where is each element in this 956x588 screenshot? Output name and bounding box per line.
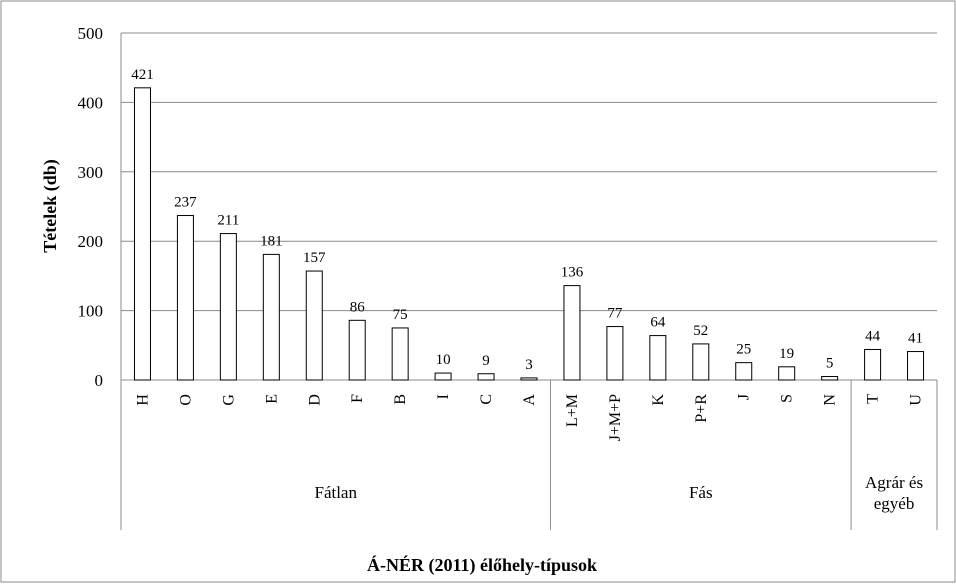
category-label: H <box>134 394 151 406</box>
y-tick-label: 200 <box>78 232 104 251</box>
data-label: 136 <box>561 265 584 281</box>
bar-O <box>176 215 194 381</box>
category-label: K <box>650 394 667 406</box>
category-label: U <box>908 394 925 406</box>
category-labels: H O G E D F B I C A L+M J+M+P K P+R J S N T U <box>134 394 924 442</box>
category-label: O <box>177 394 194 406</box>
bar-S <box>778 366 796 381</box>
bar-H <box>133 87 151 381</box>
bar-L+M <box>563 285 581 381</box>
category-label: F <box>349 394 366 403</box>
category-label: I <box>435 394 452 399</box>
data-label: 25 <box>736 342 751 358</box>
data-label: 77 <box>607 306 623 322</box>
bars <box>133 87 925 381</box>
data-label: 19 <box>779 346 794 362</box>
category-label: A <box>521 394 538 406</box>
data-labels: 421 237 211 181 157 86 75 10 9 3 136 77 64 52 25 19 5 44 4… <box>131 67 923 373</box>
group-label: Agrár és <box>865 473 923 492</box>
y-tick-label: 400 <box>78 93 104 112</box>
category-label: E <box>263 394 280 404</box>
bar-C <box>477 373 495 381</box>
data-label: 9 <box>482 353 490 369</box>
y-tick-labels: 0 100 200 300 400 500 <box>78 24 104 390</box>
category-label: C <box>478 394 495 405</box>
y-tick-label: 100 <box>78 302 104 321</box>
data-label: 181 <box>260 233 283 249</box>
y-tick-label: 0 <box>95 371 104 390</box>
bar-I <box>434 372 452 381</box>
bar-A <box>520 377 538 381</box>
bar-J <box>735 362 753 381</box>
bar-K <box>649 335 667 381</box>
bar-P+R <box>692 343 710 381</box>
data-label: 44 <box>865 328 881 344</box>
data-label: 75 <box>393 307 408 323</box>
data-label: 421 <box>131 67 154 83</box>
category-label: P+R <box>693 394 710 423</box>
bar-E <box>262 253 280 381</box>
group-labels: Fátlan Fás Agrár és egyéb <box>120 380 938 530</box>
category-label: L+M <box>564 394 581 427</box>
bar-N <box>821 376 839 381</box>
category-label: S <box>779 394 796 403</box>
data-label: 211 <box>217 213 239 229</box>
group-label: egyéb <box>874 494 915 513</box>
bar-U <box>907 351 925 381</box>
y-tick-label: 300 <box>78 163 104 182</box>
data-label: 157 <box>303 250 326 266</box>
category-label: T <box>865 394 882 404</box>
data-label: 52 <box>693 323 708 339</box>
category-label: D <box>306 394 323 406</box>
bar-F <box>348 319 366 381</box>
category-label: J+M+P <box>607 394 624 442</box>
y-axis-title: Tételek (db) <box>40 159 61 253</box>
bar-J+M+P <box>606 326 624 381</box>
category-label: B <box>392 394 409 405</box>
data-label: 10 <box>436 352 451 368</box>
data-label: 86 <box>350 299 366 315</box>
data-label: 3 <box>525 357 533 373</box>
category-label: N <box>822 394 839 406</box>
category-label: J <box>736 394 753 400</box>
bar-G <box>219 233 237 381</box>
data-label: 41 <box>908 331 923 347</box>
bar-D <box>305 270 323 381</box>
bar-B <box>391 327 409 381</box>
y-tick-label: 500 <box>78 24 104 43</box>
data-label: 5 <box>826 356 834 372</box>
group-label: Fás <box>689 483 713 502</box>
group-label: Fátlan <box>314 483 357 502</box>
bar-T <box>864 348 882 381</box>
x-axis-title: Á-NÉR (2011) élőhely-típusok <box>367 554 597 576</box>
data-label: 64 <box>650 315 666 331</box>
data-label: 237 <box>174 195 197 211</box>
category-label: G <box>220 394 237 406</box>
